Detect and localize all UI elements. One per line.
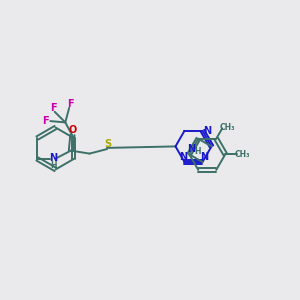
Text: N: N bbox=[187, 144, 195, 154]
Text: N: N bbox=[200, 152, 208, 162]
Text: CH₃: CH₃ bbox=[220, 123, 236, 132]
Text: H: H bbox=[50, 160, 57, 169]
Text: S: S bbox=[104, 139, 111, 149]
Text: H: H bbox=[194, 147, 201, 156]
Text: CH₃: CH₃ bbox=[235, 150, 250, 159]
Text: F: F bbox=[50, 103, 57, 113]
Text: F: F bbox=[67, 99, 74, 109]
Text: N: N bbox=[50, 153, 58, 164]
Text: F: F bbox=[43, 116, 49, 126]
Text: O: O bbox=[68, 125, 76, 135]
Text: N: N bbox=[202, 126, 211, 136]
Text: N: N bbox=[179, 152, 188, 162]
